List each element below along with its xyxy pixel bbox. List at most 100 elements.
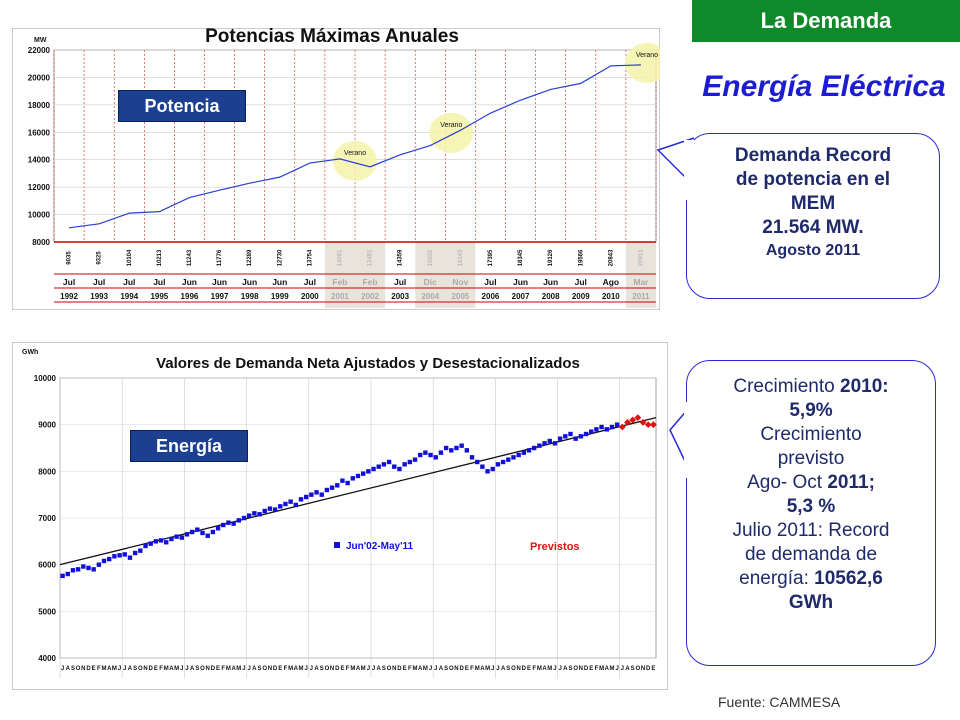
- power-value-label: 13754: [307, 249, 313, 266]
- power-chart-title: Potencias Máximas Anuales: [205, 28, 459, 47]
- power-chart-annotations: Verano Verano Verano: [333, 42, 660, 181]
- power-value-label: 10104: [127, 249, 133, 266]
- energy-point: [267, 506, 273, 511]
- power-value-label: 12289: [247, 249, 253, 266]
- power-year-label: 2001: [331, 292, 349, 301]
- callout-energia-line3: Crecimiento: [760, 424, 862, 445]
- energy-point: [599, 424, 604, 430]
- power-month-label: Jul: [394, 277, 406, 287]
- energy-xtick: O: [636, 666, 641, 672]
- power-shaded-col: [445, 242, 476, 308]
- energy-point: [246, 513, 252, 518]
- power-year-label: 1997: [211, 292, 229, 301]
- energy-ytick: 10000: [34, 374, 57, 383]
- energy-xtick: F: [221, 666, 225, 672]
- power-chart-table: 9035 Jul 1992 9325 Jul 1993 10104 Jul 1994 10213 J…: [54, 241, 656, 303]
- energy-legend: Jun'02-May'11 Previstos: [334, 541, 580, 553]
- power-shaded-col: [625, 242, 656, 308]
- power-year-label: 1993: [90, 292, 108, 301]
- energy-xtick: A: [356, 666, 361, 672]
- energy-chart-title: Valores de Demanda Neta Ajustados y Dese…: [156, 355, 580, 372]
- power-month-label: Jul: [575, 277, 587, 287]
- energy-point: [340, 478, 345, 483]
- power-ytick: 20000: [28, 73, 51, 82]
- power-value-label: 15032: [428, 249, 434, 266]
- energy-xtick: A: [501, 666, 506, 672]
- energy-xtick: A: [418, 666, 423, 672]
- energy-xtick: D: [584, 666, 589, 672]
- energy-xtick: S: [195, 666, 199, 672]
- energy-point: [526, 448, 532, 453]
- energy-xtick: A: [107, 666, 112, 672]
- energy-point: [117, 553, 122, 558]
- energy-point: [542, 441, 547, 446]
- energy-point: [283, 501, 288, 507]
- power-month-label: Mar: [633, 277, 649, 287]
- power-value-label: 13481: [368, 249, 374, 266]
- energy-xtick: A: [377, 666, 382, 672]
- energy-point: [552, 441, 558, 446]
- verano-ellipse: [429, 112, 474, 153]
- energy-point: [195, 527, 200, 532]
- energy-xtick: M: [288, 666, 293, 672]
- energy-point: [236, 518, 241, 523]
- power-value-label: 16143: [458, 249, 464, 266]
- energy-point: [132, 550, 138, 556]
- energy-point: [231, 521, 236, 526]
- energy-point: [568, 431, 573, 437]
- energy-xtick: M: [547, 666, 552, 672]
- energy-xtick: J: [434, 666, 437, 672]
- callout-energia-line6: 5,3 %: [786, 496, 836, 517]
- energy-xtick: J: [310, 666, 313, 672]
- energy-xtick: E: [92, 666, 96, 672]
- power-month-label: Nov: [452, 277, 468, 287]
- power-value-label: 11243: [187, 249, 193, 266]
- legend-series-label: Jun'02-May'11: [346, 541, 413, 552]
- energy-point: [314, 490, 319, 495]
- energy-xtick: J: [553, 666, 556, 672]
- energy-xtick: M: [236, 666, 241, 672]
- energy-ytick: 8000: [38, 467, 56, 476]
- power-month-label: Jun: [543, 277, 558, 287]
- energy-xtick: D: [459, 666, 464, 672]
- callout-potencia-line2: de potencia en el: [735, 169, 891, 190]
- energy-xtick: O: [325, 666, 330, 672]
- energy-xtick: D: [646, 666, 651, 672]
- energy-xtick: M: [112, 666, 117, 672]
- energy-point: [101, 558, 107, 564]
- energy-point: [221, 522, 226, 528]
- power-month-label: Feb: [362, 277, 377, 287]
- energy-xtick: D: [86, 666, 91, 672]
- energy-point: [143, 543, 148, 549]
- energy-xtick: J: [621, 666, 624, 672]
- callout-energia-line4: previsto: [777, 448, 845, 469]
- energy-point: [303, 494, 309, 500]
- energy-point: [412, 457, 418, 462]
- callout-energia-line1: Crecimiento 2010:: [733, 376, 889, 397]
- verano-ellipse: [624, 42, 660, 83]
- energy-xtick: J: [61, 666, 64, 672]
- energy-point: [443, 445, 449, 451]
- energy-xtick: J: [615, 666, 618, 672]
- power-month-label: Ago: [603, 277, 620, 287]
- energy-point: [107, 556, 112, 562]
- power-ytick: 10000: [28, 211, 51, 220]
- energy-point: [345, 480, 350, 486]
- energy-xtick: A: [542, 666, 547, 672]
- energy-point: [537, 443, 542, 448]
- energy-point: [604, 427, 609, 432]
- power-month-label: Jun: [212, 277, 227, 287]
- energy-point: [464, 448, 470, 453]
- power-year-label: 2005: [451, 292, 469, 301]
- energy-point: [469, 455, 475, 460]
- energy-point: [376, 464, 381, 469]
- energy-point: [91, 567, 96, 572]
- power-value-label: 17395: [488, 249, 494, 266]
- energy-xtick: S: [631, 666, 635, 672]
- energy-xtick: E: [340, 666, 344, 672]
- energy-xtick: A: [294, 666, 299, 672]
- power-chart: Potencias Máximas Anuales MW 8000 10000 12…: [12, 28, 660, 310]
- power-month-label: Feb: [332, 277, 347, 287]
- energy-xtick: M: [102, 666, 107, 672]
- energy-xtick: O: [449, 666, 454, 672]
